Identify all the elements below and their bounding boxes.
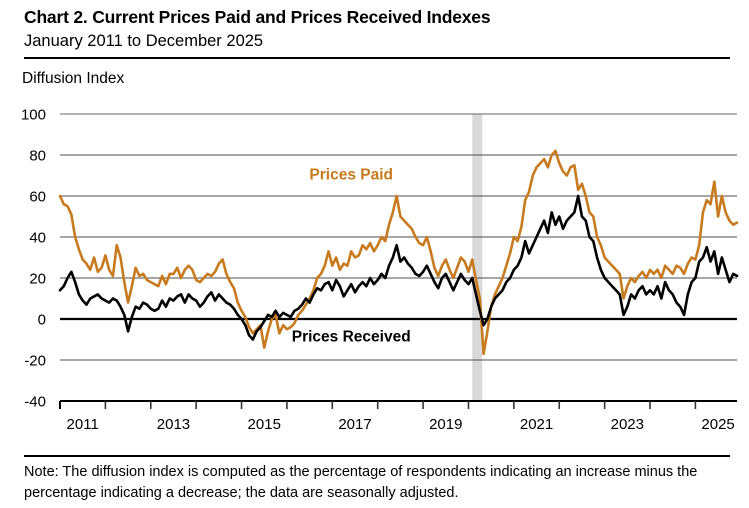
- x-tick-label: 2025: [701, 416, 734, 433]
- x-tick-label: 2023: [611, 416, 644, 433]
- x-tick-label: 2015: [248, 416, 281, 433]
- y-axis-label: Diffusion Index: [22, 70, 125, 87]
- y-tick-label: -40: [24, 394, 46, 411]
- x-tick-label: 2017: [338, 416, 371, 433]
- series-line-prices-paid: [58, 149, 739, 356]
- header-divider: [24, 57, 730, 59]
- y-tick-label: -20: [24, 353, 46, 370]
- recession-band: [472, 114, 483, 401]
- y-tick-label: 100: [21, 107, 46, 124]
- y-tick-label: 60: [29, 189, 46, 206]
- y-tick-label: 20: [29, 271, 46, 288]
- page-title: Chart 2. Current Prices Paid and Prices …: [24, 7, 491, 27]
- y-tick-label: 0: [38, 312, 46, 329]
- chart-plot-area: -40 -20 0 20 40 60 80 100 2011 2013 2015 2017 2019 20…: [21, 107, 739, 433]
- diffusion-index-line-chart: -40 -20 0 20 40 60 80 100 2011 2013 2015 2017 2019 20…: [21, 107, 739, 433]
- series-annotation-prices-received: Prices Received: [292, 329, 411, 346]
- y-tick-label: 80: [29, 148, 46, 165]
- x-tick-label: 2013: [157, 416, 190, 433]
- x-tick-label: 2011: [67, 416, 99, 433]
- series-annotation-prices-paid: Prices Paid: [309, 167, 393, 184]
- chart-header: Chart 2. Current Prices Paid and Prices …: [24, 6, 730, 52]
- x-tick-label: 2021: [520, 416, 553, 433]
- chart-subtitle: January 2011 to December 2025: [24, 32, 264, 50]
- x-tick-label: 2019: [429, 416, 462, 433]
- y-tick-label: 40: [29, 230, 46, 247]
- note-divider: [24, 455, 730, 457]
- chart-note: Note: The diffusion index is computed as…: [24, 464, 698, 501]
- series-line-prices-received: [58, 194, 739, 341]
